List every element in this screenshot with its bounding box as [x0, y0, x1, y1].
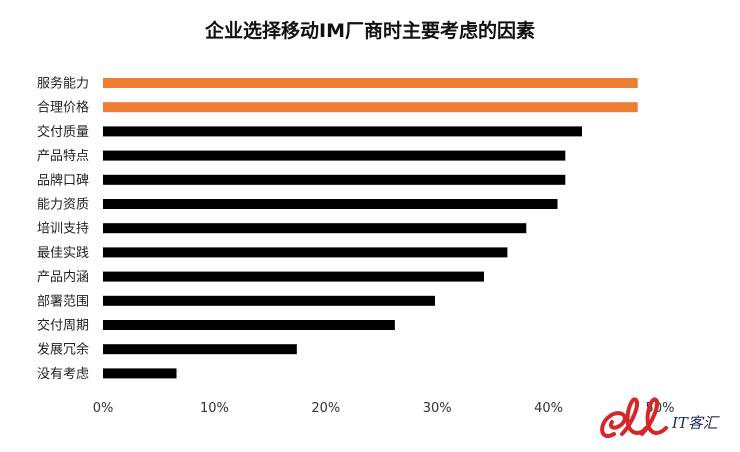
- category-label: 交付质量: [37, 124, 89, 140]
- bar: [103, 344, 297, 355]
- x-tick-label: 20%: [311, 401, 340, 416]
- category-label: 培训支持: [37, 221, 89, 237]
- bar: [103, 295, 435, 306]
- category-label: 服务能力: [37, 76, 89, 92]
- bar: [103, 78, 638, 88]
- bar: [103, 247, 508, 258]
- chart-title: 企业选择移动IM厂商时主要考虑的因素: [205, 20, 535, 42]
- x-tick-label: 40%: [534, 401, 563, 416]
- x-tick-label: 50%: [646, 401, 675, 416]
- category-label: 发展冗余: [37, 342, 89, 358]
- bar: [103, 320, 395, 330]
- category-label: 合理价格: [37, 100, 89, 116]
- watermark-text: IT客汇: [672, 414, 718, 432]
- x-tick-label: 30%: [423, 401, 452, 416]
- watermark-logo-icon: [600, 397, 668, 438]
- x-tick-label: 0%: [93, 401, 114, 416]
- category-label: 品牌口碑: [37, 172, 89, 188]
- bar: [103, 102, 638, 113]
- category-label: 部署范围: [37, 294, 89, 309]
- bar: [103, 223, 527, 234]
- bar: [103, 271, 484, 282]
- bar: [103, 126, 583, 137]
- category-label: 最佳实践: [37, 246, 89, 261]
- category-label: 产品内涵: [37, 269, 89, 285]
- bar: [103, 150, 566, 161]
- category-label: 交付周期: [37, 318, 89, 334]
- category-label: 能力资质: [37, 198, 89, 213]
- category-label: 产品特点: [37, 149, 89, 164]
- x-tick-label: 10%: [200, 401, 229, 416]
- category-label: 没有考虑: [37, 367, 89, 382]
- bar: [103, 174, 566, 185]
- bar: [103, 368, 177, 379]
- bar: [103, 199, 558, 209]
